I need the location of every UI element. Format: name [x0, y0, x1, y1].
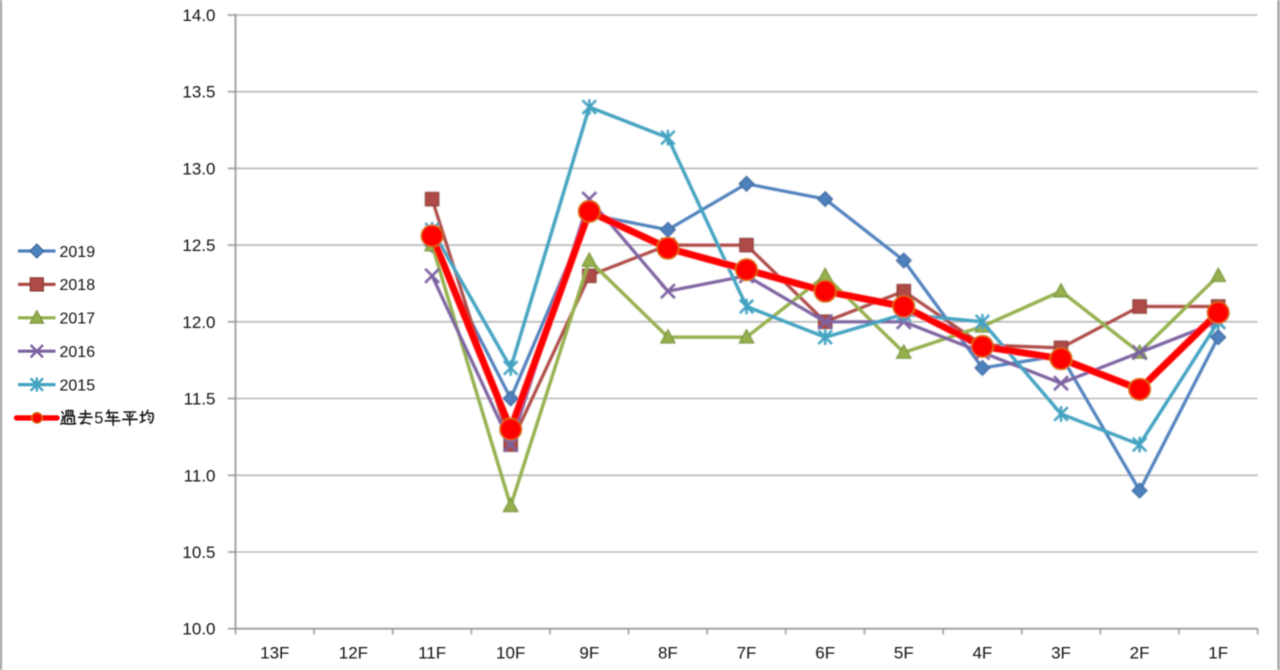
- svg-text:14.0: 14.0: [182, 6, 215, 25]
- svg-text:2016: 2016: [60, 344, 96, 361]
- svg-text:12.5: 12.5: [182, 236, 215, 255]
- svg-text:5: 5: [94, 410, 103, 428]
- svg-text:10.5: 10.5: [182, 543, 215, 562]
- svg-text:13F: 13F: [260, 644, 289, 663]
- svg-text:9F: 9F: [579, 644, 599, 663]
- svg-text:7F: 7F: [737, 644, 757, 663]
- svg-text:13.5: 13.5: [182, 83, 215, 102]
- svg-text:3F: 3F: [1051, 644, 1071, 663]
- svg-text:13.0: 13.0: [182, 159, 215, 178]
- svg-text:12F: 12F: [339, 644, 368, 663]
- svg-text:2015: 2015: [60, 377, 96, 394]
- svg-text:4F: 4F: [972, 644, 992, 663]
- svg-text:2018: 2018: [60, 277, 96, 294]
- svg-text:5F: 5F: [894, 644, 914, 663]
- svg-text:2F: 2F: [1130, 644, 1150, 663]
- svg-text:11.5: 11.5: [184, 390, 216, 409]
- svg-text:6F: 6F: [815, 644, 835, 663]
- svg-text:10.0: 10.0: [182, 620, 215, 639]
- svg-text:1F: 1F: [1208, 644, 1228, 663]
- svg-text:10F: 10F: [496, 644, 525, 663]
- svg-text:11.0: 11.0: [184, 466, 216, 485]
- svg-text:2017: 2017: [60, 311, 96, 328]
- svg-text:12.0: 12.0: [182, 313, 215, 332]
- svg-text:11F: 11F: [418, 644, 446, 663]
- svg-text:2019: 2019: [60, 244, 96, 261]
- svg-text:8F: 8F: [658, 644, 678, 663]
